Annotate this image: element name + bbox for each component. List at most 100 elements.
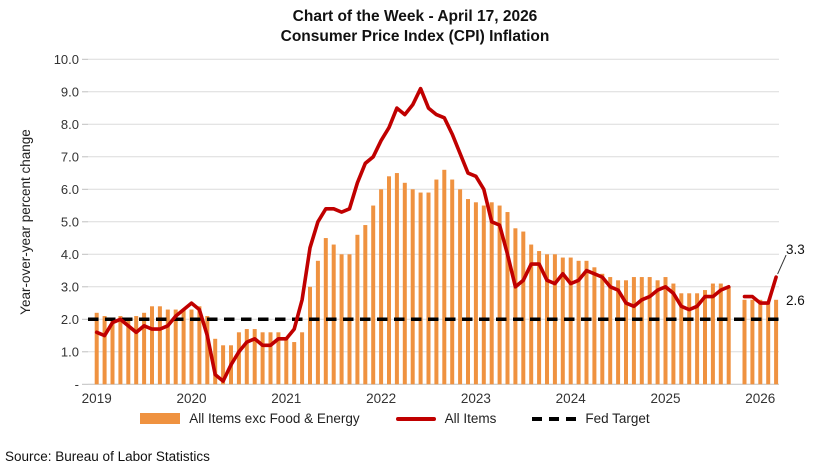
chart-title: Chart of the Week - April 17, 2026 Consu… (0, 7, 830, 46)
y-tick-label: 8.0 (61, 117, 79, 132)
core-cpi-bar (236, 332, 241, 385)
core-cpi-bar (323, 238, 328, 385)
core-cpi-bar (142, 312, 147, 385)
x-year-label: 2025 (650, 391, 680, 406)
annotation-bar-end-value: 2.6 (786, 293, 805, 308)
core-cpi-bar (560, 257, 565, 385)
core-cpi-bar (134, 316, 139, 385)
core-cpi-bar (308, 286, 312, 385)
core-cpi-bar (576, 260, 581, 385)
core-cpi-bar (466, 199, 470, 385)
core-cpi-bar (631, 277, 636, 385)
core-cpi-bar (284, 338, 289, 385)
y-tick-label: - (75, 377, 79, 392)
core-cpi-bar (110, 319, 115, 385)
core-cpi-bar (687, 293, 692, 385)
core-cpi-bar (244, 329, 249, 385)
core-cpi-bar (624, 280, 628, 385)
core-cpi-bar (402, 182, 407, 385)
core-cpi-bar (647, 277, 652, 385)
y-tick-label: 1.0 (61, 344, 79, 359)
legend-item-fed-target: Fed Target (532, 411, 650, 426)
legend-label-core-cpi: All Items exc Food & Energy (189, 411, 360, 426)
core-cpi-bar (639, 277, 644, 385)
core-cpi-bar (276, 332, 281, 385)
core-cpi-bar (102, 316, 107, 385)
core-cpi-bar (118, 316, 123, 385)
core-cpi-bar (458, 189, 463, 385)
y-tick-label: 6.0 (61, 182, 79, 197)
core-cpi-bar (410, 189, 415, 385)
y-tick-label: 10.0 (54, 52, 79, 67)
core-cpi-bar (426, 192, 431, 385)
core-cpi-bar (608, 277, 613, 385)
legend-item-all-items: All Items (395, 411, 497, 426)
x-year-label: 2020 (176, 391, 206, 406)
core-cpi-bar (363, 225, 368, 385)
core-cpi-bar (292, 342, 297, 385)
y-tick-label: 9.0 (61, 84, 79, 99)
core-cpi-bar (758, 299, 763, 385)
core-cpi-bar (355, 234, 360, 385)
core-cpi-bar-swatch-icon (140, 413, 181, 424)
core-cpi-bar (750, 299, 755, 385)
core-cpi-bar (450, 179, 455, 385)
core-cpi-bar (205, 316, 210, 385)
core-cpi-bar (181, 309, 186, 385)
x-year-label: 2019 (82, 391, 112, 406)
core-cpi-bar (703, 290, 707, 385)
legend-item-core-cpi: All Items exc Food & Energy (140, 411, 360, 426)
core-cpi-bar (584, 260, 589, 385)
x-year-label: 2023 (461, 391, 491, 406)
core-cpi-bar (339, 254, 344, 385)
core-cpi-bar (616, 280, 621, 385)
core-cpi-bar (592, 267, 597, 385)
y-tick-label: 3.0 (61, 279, 79, 294)
core-cpi-bar (165, 309, 170, 385)
core-cpi-bar (268, 332, 273, 385)
core-cpi-bar (671, 283, 676, 385)
core-cpi-bar (710, 283, 715, 385)
core-cpi-bar (663, 277, 668, 385)
core-cpi-bar (394, 173, 399, 385)
core-cpi-bar (126, 319, 131, 385)
core-cpi-bar (150, 306, 154, 385)
core-cpi-bar (774, 299, 779, 385)
legend-label-fed-target: Fed Target (585, 411, 650, 426)
core-cpi-bar (157, 306, 162, 385)
core-cpi-bar (213, 338, 218, 385)
core-cpi-bar (513, 228, 518, 385)
chart-title-line1: Chart of the Week - April 17, 2026 (292, 8, 538, 25)
annotation-line-end-value: 3.3 (786, 242, 805, 257)
legend-label-all-items: All Items (444, 411, 497, 426)
core-cpi-bar (600, 273, 605, 385)
core-cpi-bar (529, 244, 534, 385)
core-cpi-bar (521, 231, 526, 385)
core-cpi-bar (726, 286, 731, 385)
chart-legend: All Items exc Food & Energy All Items Fe… (0, 411, 790, 426)
core-cpi-bar (189, 309, 194, 385)
core-cpi-bar (442, 169, 447, 385)
y-axis-title: Year-over-year percent change (18, 129, 33, 315)
core-cpi-bar (387, 176, 391, 385)
core-cpi-bar (434, 179, 439, 385)
core-cpi-bar (379, 189, 384, 385)
all-items-line-swatch-icon (395, 416, 436, 421)
core-cpi-bar (505, 212, 510, 385)
core-cpi-bar (371, 205, 376, 385)
core-cpi-bar (718, 283, 723, 385)
core-cpi-bar (94, 312, 99, 385)
core-cpi-bar (679, 293, 684, 385)
x-year-label: 2021 (271, 391, 301, 406)
core-cpi-bar (497, 205, 502, 385)
core-cpi-bar (252, 329, 257, 385)
core-cpi-bar (418, 192, 423, 385)
core-cpi-bar (481, 205, 486, 385)
x-year-label: 2022 (366, 391, 396, 406)
core-cpi-bar (742, 299, 747, 385)
core-cpi-bar (695, 293, 700, 385)
chart-title-line2: Consumer Price Index (CPI) Inflation (280, 27, 550, 45)
y-tick-label: 5.0 (61, 214, 79, 229)
